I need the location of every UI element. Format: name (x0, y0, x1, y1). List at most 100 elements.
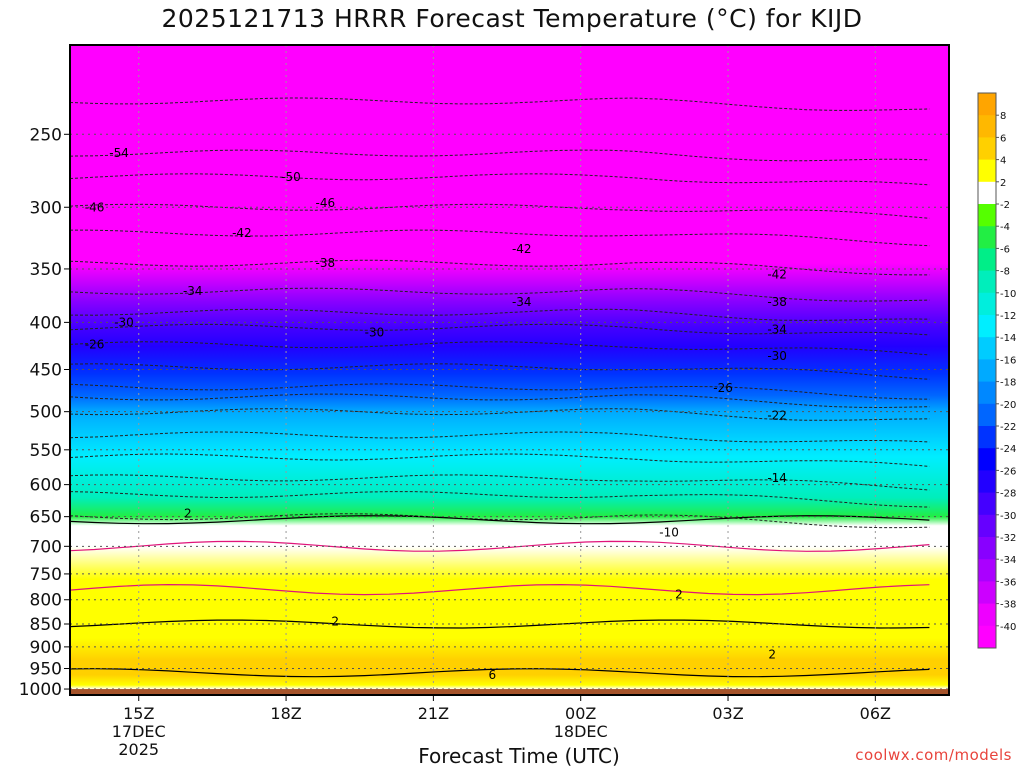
y-tick-label: 900 (30, 638, 62, 658)
ground-surface (70, 689, 949, 695)
legend-label: -38 (1000, 600, 1016, 611)
isotherm-dashed (70, 491, 930, 508)
contour-label: -30 (767, 349, 787, 363)
legend-swatch (978, 426, 996, 449)
legend-label: -34 (1000, 555, 1016, 566)
y-tick-label: 550 (30, 441, 62, 461)
legend-label: -8 (1000, 267, 1010, 278)
legend-label: -24 (1000, 444, 1016, 455)
x-tick-year: 2025 (118, 740, 159, 759)
y-tick-label: 300 (30, 198, 62, 218)
legend-swatch (978, 537, 996, 560)
legend-swatch (978, 115, 996, 138)
isotherm-dashed (70, 393, 930, 409)
legend-label: -40 (1000, 622, 1016, 633)
isotherm-dashed (70, 408, 930, 421)
contour-label: 2 (331, 615, 339, 629)
x-tick-label: 18Z (270, 704, 301, 723)
y-tick-label: 350 (30, 260, 62, 280)
x-tick-label: 00Z (565, 704, 596, 723)
isotherm-dashed (70, 513, 930, 529)
contour-label: 2 (768, 647, 776, 661)
legend-swatch (978, 492, 996, 516)
legend-swatch (978, 559, 996, 582)
legend-label: -10 (1000, 289, 1016, 300)
legend-label: -12 (1000, 311, 1016, 322)
legend-label: 6 (1000, 133, 1006, 144)
legend-swatch (978, 137, 996, 160)
freezing-line (70, 583, 930, 596)
x-axis-label: Forecast Time (UTC) (418, 744, 620, 768)
legend-label: -36 (1000, 577, 1016, 588)
isotherm-dashed (70, 229, 930, 247)
legend-swatch (978, 581, 996, 604)
legend-swatch (978, 359, 996, 382)
contour-label: -38 (767, 295, 787, 309)
legend: 8 6 4 2 -2 -4 -6 -8 -10 -12 -14 -16 -18 -20 -22 -24 -26 -… (977, 92, 1016, 649)
y-tick-label: 500 (30, 403, 62, 423)
y-tick-label: 450 (30, 361, 62, 381)
legend-swatch (978, 403, 996, 427)
isotherm-dashed (70, 341, 930, 356)
contour-label: -30 (114, 315, 134, 329)
isotherm-dashed (70, 287, 930, 302)
contour-label: -42 (767, 268, 787, 282)
y-tick-label: 800 (30, 591, 62, 611)
contour-label: -46 (85, 200, 105, 214)
isotherm-dashed (70, 149, 930, 162)
x-tick-date: 18DEC (554, 722, 608, 741)
legend-label: -6 (1000, 244, 1010, 255)
contour-label: -38 (316, 256, 336, 270)
legend-swatch (978, 514, 996, 538)
legend-swatch (978, 204, 996, 227)
credit-link[interactable]: coolwx.com/models (855, 746, 1012, 764)
contour-label: -10 (659, 525, 679, 539)
contour-label: -26 (85, 338, 105, 352)
legend-swatch (978, 625, 996, 649)
legend-frame (977, 92, 997, 649)
legend-label: 4 (1000, 156, 1006, 167)
contour-labels: -54 -46 -42 -50 -46 -38 -42 -34 -34 -30 -30 -26 -42 -… (85, 146, 787, 682)
legend-swatch (978, 248, 996, 271)
y-tick-label: 700 (30, 537, 62, 557)
legend-swatch (978, 448, 996, 471)
isotherm-dashed (70, 431, 930, 443)
legend-swatch (978, 337, 996, 360)
legend-label: -22 (1000, 422, 1016, 433)
chart-title: 2025121713 HRRR Forecast Temperature (°C… (161, 4, 863, 33)
legend-swatch (978, 381, 996, 405)
y-tick-label: 250 (30, 125, 62, 145)
y-tick-label: 1000 (19, 680, 62, 700)
isotherm-dashed (70, 383, 930, 400)
contour-label: -30 (365, 325, 385, 339)
legend-label: -18 (1000, 378, 1016, 389)
y-tick-label: 600 (30, 476, 62, 496)
isotherm-dashed (70, 453, 930, 467)
x-tick-label: 21Z (418, 704, 449, 723)
contour-label: -34 (183, 284, 203, 298)
y-tick-label: 650 (30, 508, 62, 528)
y-tick-label: 850 (30, 615, 62, 635)
contour-label: 6 (488, 668, 496, 682)
legend-swatch (978, 93, 996, 116)
contour-label: -46 (316, 196, 336, 210)
x-tick-label: 06Z (860, 704, 891, 723)
contour-label: -50 (281, 170, 301, 184)
contour-label: -34 (512, 295, 532, 309)
legend-label: -20 (1000, 400, 1016, 411)
legend-label: 2 (1000, 178, 1006, 189)
contour-label: -14 (767, 471, 787, 485)
isotherm-solid (70, 515, 930, 525)
x-tick-label: 03Z (712, 704, 743, 723)
contour-label: 2 (675, 588, 683, 602)
legend-swatch (978, 270, 996, 294)
contour-label: -54 (109, 146, 129, 160)
contour-label: -26 (713, 381, 733, 395)
y-tick-label: 950 (30, 660, 62, 680)
freezing-line (70, 540, 930, 552)
contour-label: 2 (184, 507, 192, 521)
y-tick-label: 750 (30, 565, 62, 585)
plot-area (70, 45, 949, 695)
legend-label: 8 (1000, 111, 1006, 122)
